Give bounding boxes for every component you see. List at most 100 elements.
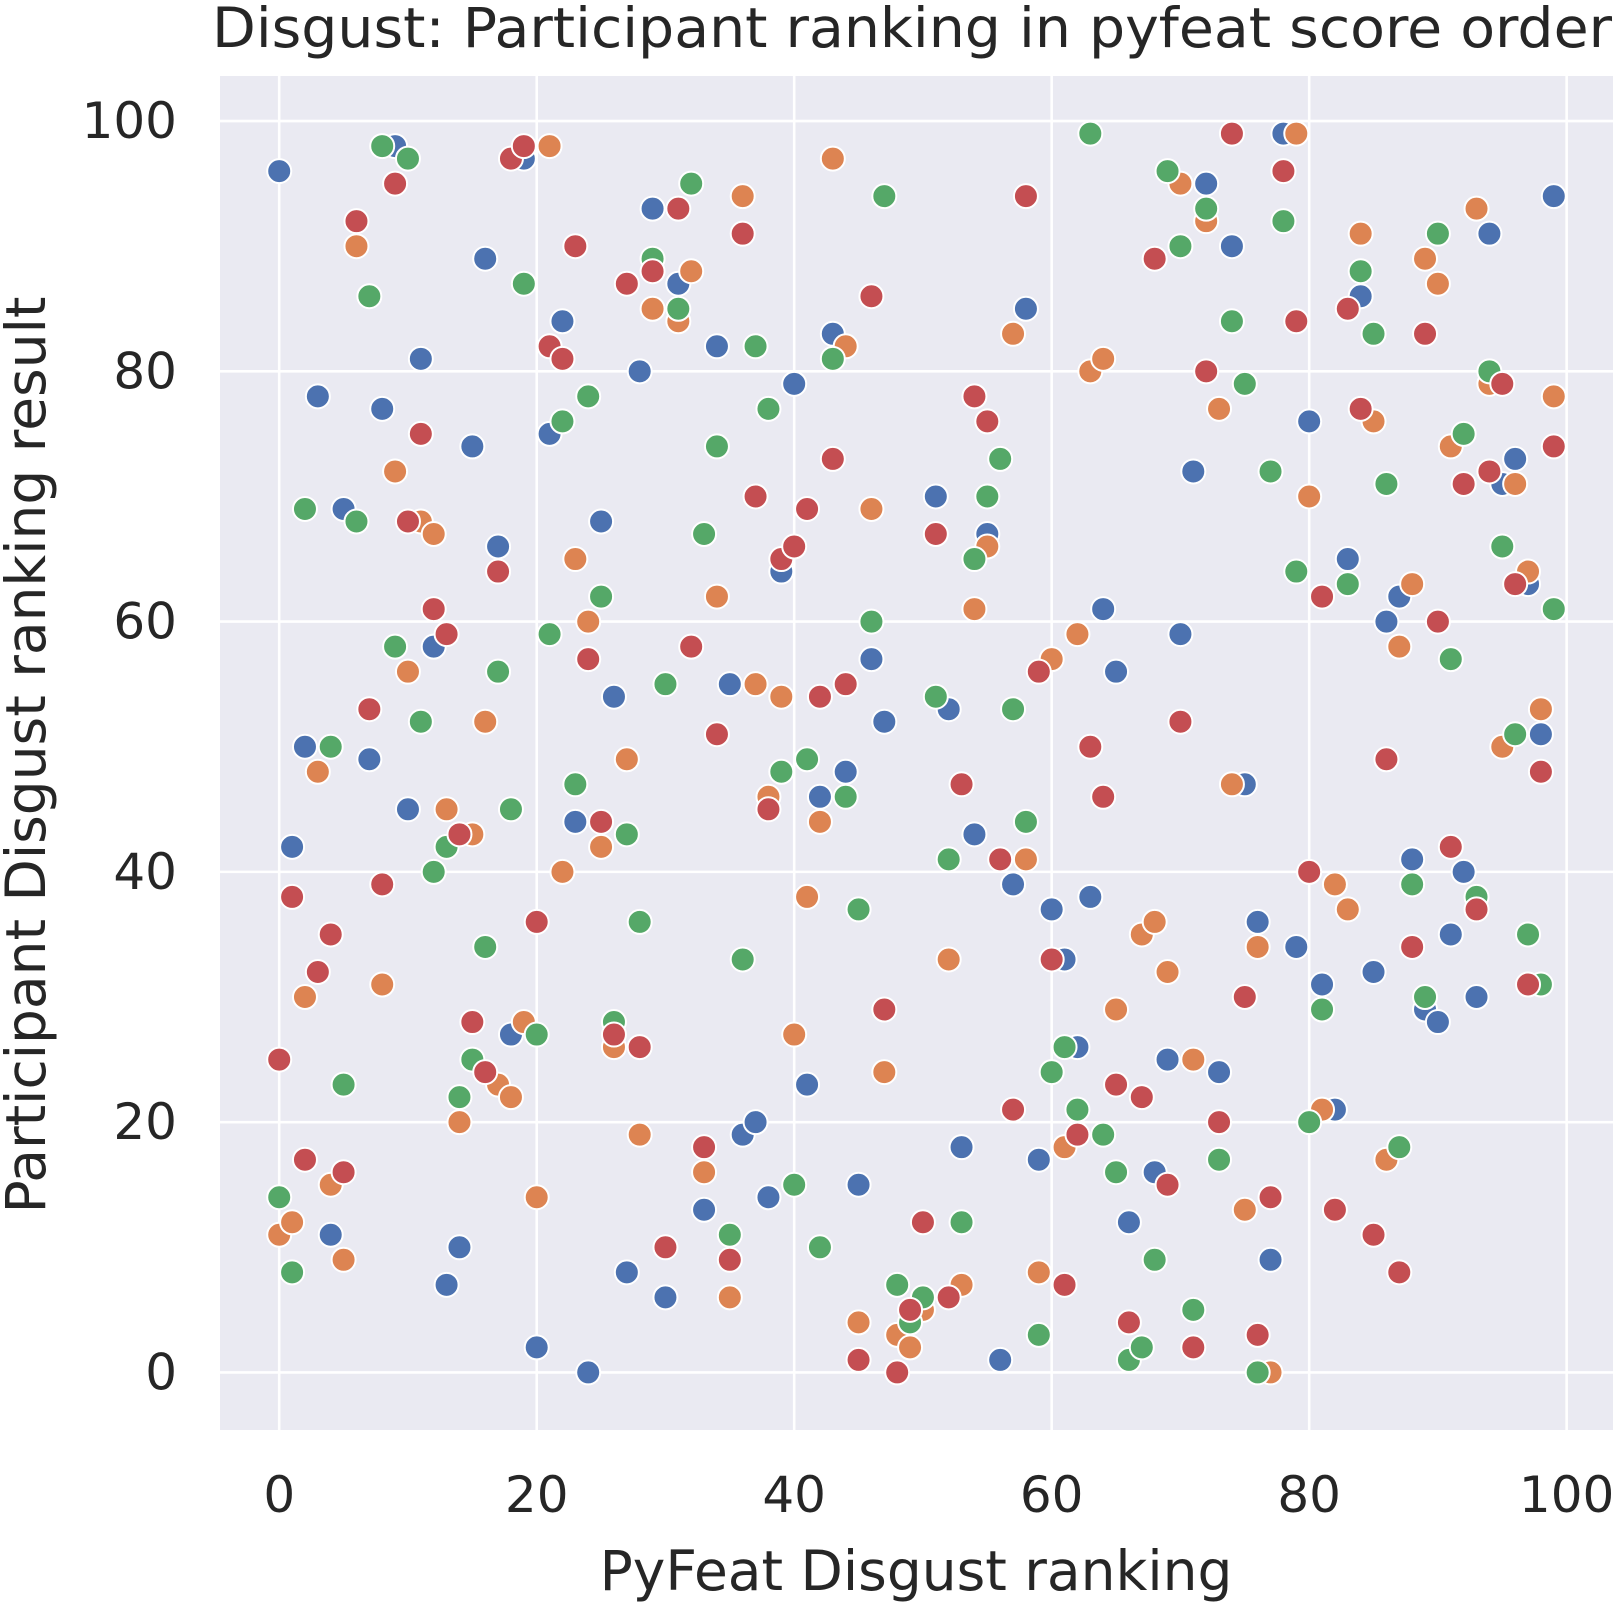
data-point [1502,445,1529,472]
x-axis-ticks: 0 20 40 60 80 100 [263,1466,1614,1524]
data-point [806,808,833,835]
data-point [678,170,705,197]
data-point [1000,871,1027,898]
y-tick-label: 60 [113,593,177,651]
data-point [1141,1246,1168,1273]
data-point [266,158,293,185]
data-point [1244,908,1271,935]
data-point [356,746,383,773]
data-point [1334,571,1361,598]
data-point [703,333,730,360]
data-point [420,596,447,623]
data-point [536,133,563,160]
data-point [1373,746,1400,773]
data-point [369,133,396,160]
data-point [1450,420,1477,447]
data-point [356,696,383,723]
y-tick-label: 80 [113,342,177,400]
data-point [832,758,859,785]
data-point [768,683,795,710]
data-point [1218,120,1245,147]
data-point [1257,458,1284,485]
data-point [549,308,576,335]
series-0 [266,120,1567,1386]
series-2 [266,120,1567,1386]
data-point [1540,433,1567,460]
data-point [794,746,821,773]
data-point [781,370,808,397]
data-point [691,1134,718,1161]
data-point [781,533,808,560]
data-point [626,358,653,385]
data-point [343,208,370,235]
data-point [433,621,460,648]
data-point [562,771,589,798]
data-point [897,1334,924,1361]
data-point [575,1359,602,1386]
data-point [1000,320,1027,347]
data-point [1412,245,1439,272]
data-point [819,345,846,372]
data-point [1154,958,1181,985]
data-point [1064,621,1091,648]
data-point [510,133,537,160]
data-point [1437,646,1464,673]
data-point [1270,208,1297,235]
data-point [1128,1084,1155,1111]
data-point [974,483,1001,510]
data-point [1193,358,1220,385]
data-point [1527,758,1554,785]
data-point [1051,1271,1078,1298]
data-point [1180,1296,1207,1323]
data-point [1090,596,1117,623]
data-point [523,1021,550,1048]
data-point [472,245,499,272]
data-point [1128,1334,1155,1361]
data-point [858,495,885,522]
data-point [1167,621,1194,648]
data-point [317,1221,344,1248]
data-point [1244,1321,1271,1348]
data-point [330,1246,357,1273]
data-point [369,871,396,898]
data-point [729,183,756,210]
data-point [575,646,602,673]
data-point [1115,1309,1142,1336]
data-point [703,433,730,460]
data-point [935,1284,962,1311]
data-point [1206,1059,1233,1086]
data-point [1347,258,1374,285]
x-tick-label: 40 [762,1466,826,1524]
data-point [472,933,499,960]
data-point [1154,1171,1181,1198]
data-point [1025,1259,1052,1286]
data-point [394,796,421,823]
data-point [407,420,434,447]
data-point [1231,984,1258,1011]
data-point [716,1246,743,1273]
data-point [1489,533,1516,560]
data-point [1077,733,1104,760]
data-point [420,521,447,548]
data-point [523,1184,550,1211]
data-point [626,1121,653,1148]
data-point [1180,458,1207,485]
data-point [755,395,782,422]
data-point [279,883,306,910]
data-point [1257,1184,1284,1211]
data-point [1180,1046,1207,1073]
data-point [1064,1096,1091,1123]
data-point [1334,546,1361,573]
data-point [1373,608,1400,635]
data-point [781,1171,808,1198]
data-point [1257,1246,1284,1273]
data-point [1347,395,1374,422]
data-point [1218,771,1245,798]
data-point [1399,571,1426,598]
data-point [1141,908,1168,935]
data-point [742,333,769,360]
data-point [781,1021,808,1048]
data-point [652,671,679,698]
data-point [485,533,512,560]
data-point [1399,933,1426,960]
